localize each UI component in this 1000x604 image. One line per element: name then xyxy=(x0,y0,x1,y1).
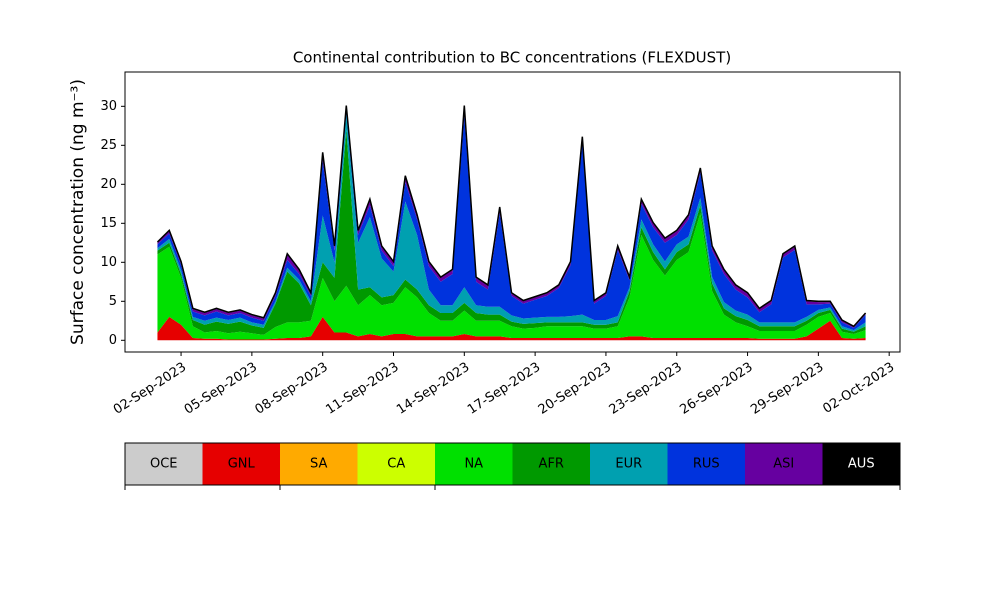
legend-swatch xyxy=(822,443,900,485)
legend-label: EUR xyxy=(615,457,642,472)
chart-title: Continental contribution to BC concentra… xyxy=(293,49,731,67)
legend-label: CA xyxy=(387,457,405,472)
legend-frame xyxy=(124,442,901,486)
x-tick-label: 20-Sep-2023 xyxy=(536,360,614,418)
legend-label: AFR xyxy=(539,457,564,472)
legend-label: SA xyxy=(310,457,327,472)
total-line xyxy=(156,105,867,328)
x-tick-label: 17-Sep-2023 xyxy=(465,360,543,418)
legend-label: ASI xyxy=(773,457,794,472)
legend-swatch xyxy=(667,443,745,485)
y-tick-label: 10 xyxy=(100,255,117,270)
legend-swatch xyxy=(512,443,590,485)
area xyxy=(157,213,866,340)
plot-frame xyxy=(124,71,901,353)
area xyxy=(157,114,866,332)
x-tick-label: 11-Sep-2023 xyxy=(323,360,401,418)
legend-label: GNL xyxy=(228,457,256,472)
x-tick-label: 23-Sep-2023 xyxy=(607,360,685,418)
y-axis-label: Surface concentration (ng m⁻³) xyxy=(68,79,88,345)
y-tick-label: 20 xyxy=(100,177,117,192)
legend-label: NA xyxy=(464,457,483,472)
legend-label: OCE xyxy=(150,457,178,472)
x-tick-label: 08-Sep-2023 xyxy=(253,360,331,418)
y-tick-label: 0 xyxy=(109,333,117,348)
legend-swatch xyxy=(745,443,823,485)
area xyxy=(157,106,866,328)
legend-swatch xyxy=(590,443,668,485)
x-tick-label: 14-Sep-2023 xyxy=(394,360,472,418)
legend-swatch xyxy=(125,443,203,485)
x-tick-label: 29-Sep-2023 xyxy=(748,360,826,418)
legend-label: RUS xyxy=(693,457,720,472)
legend-label: AUS xyxy=(848,457,875,472)
y-tick-label: 15 xyxy=(100,216,117,231)
legend-swatch xyxy=(357,443,435,485)
y-tick-label: 30 xyxy=(100,99,117,114)
area xyxy=(157,129,866,335)
x-tick-label: 02-Oct-2023 xyxy=(820,360,897,417)
area xyxy=(157,108,866,331)
legend-swatch xyxy=(202,443,280,485)
x-tick-label: 26-Sep-2023 xyxy=(677,360,755,418)
x-tick-label: 02-Sep-2023 xyxy=(111,360,189,418)
x-tick-label: 05-Sep-2023 xyxy=(182,360,260,418)
area xyxy=(157,316,866,341)
legend-swatch xyxy=(280,443,358,485)
y-tick-label: 5 xyxy=(109,294,117,309)
y-tick-label: 25 xyxy=(100,138,117,153)
legend-swatch xyxy=(435,443,513,485)
